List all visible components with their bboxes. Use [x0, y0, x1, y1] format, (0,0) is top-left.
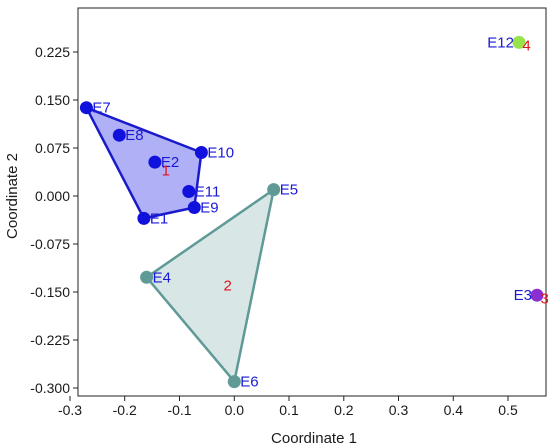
y-axis-label: Coordinate 2: [4, 153, 21, 239]
point-e9: [187, 201, 201, 214]
point-label-e7: E7: [92, 100, 110, 117]
point-label-e10: E10: [207, 145, 234, 162]
cluster-label-1: 1: [162, 162, 170, 179]
x-tick-label: 0.0: [225, 402, 245, 418]
point-e4: [140, 270, 154, 284]
point-labels: E1 E2 E3 E4 E5 E6 E7 E8 E9 E10 E11 E12: [92, 34, 532, 390]
point-label-e9: E9: [200, 200, 218, 217]
point-label-e3: E3: [514, 287, 532, 304]
x-tick-label: 0.2: [334, 402, 354, 418]
x-axis-ticks: -0.3 -0.2 -0.1 0.0 0.1 0.2 0.3 0.4 0.5: [58, 396, 518, 418]
point-e11: [182, 185, 196, 198]
x-tick-label: -0.3: [58, 402, 82, 418]
y-tick-label: 0.075: [35, 140, 70, 156]
y-tick-label: -0.150: [30, 284, 70, 300]
point-label-e4: E4: [153, 269, 171, 286]
y-axis-ticks: 0.225 0.150 0.075 0.000 -0.075 -0.150 -0.225 -0…: [30, 44, 78, 396]
cluster-label-4: 4: [522, 38, 530, 55]
x-tick-label: -0.2: [113, 402, 137, 418]
data-points: [79, 35, 544, 389]
point-e6: [227, 375, 241, 389]
y-tick-label: 0.225: [35, 44, 70, 60]
point-label-e11: E11: [195, 184, 221, 201]
point-label-e2: E2: [161, 154, 179, 171]
cluster-label-2: 2: [224, 278, 232, 295]
y-tick-label: -0.225: [30, 332, 70, 348]
y-tick-label: -0.075: [30, 236, 70, 252]
point-e12: [512, 35, 526, 49]
y-tick-label: 0.150: [35, 92, 70, 108]
point-e8: [112, 128, 126, 142]
point-e5: [267, 183, 281, 197]
cluster-labels: 1 2 3 4: [162, 38, 549, 308]
x-tick-label: 0.3: [389, 402, 409, 418]
x-tick-label: 0.4: [444, 402, 464, 418]
point-e1: [137, 211, 151, 225]
x-axis-label: Coordinate 1: [271, 430, 357, 447]
point-e3: [530, 288, 544, 302]
point-label-e1: E1: [150, 210, 168, 227]
point-label-e6: E6: [240, 374, 258, 391]
point-e7: [79, 101, 93, 115]
point-label-e5: E5: [280, 182, 298, 199]
x-tick-label: 0.5: [498, 402, 518, 418]
point-label-e8: E8: [125, 127, 143, 144]
cluster-label-3: 3: [541, 290, 549, 307]
cluster-2-hull: [145, 188, 275, 383]
y-tick-label: -0.300: [30, 380, 70, 396]
point-e10: [194, 146, 208, 159]
point-label-e12: E12: [487, 34, 514, 51]
x-tick-label: 0.1: [279, 402, 299, 418]
y-tick-label: 0.000: [35, 188, 70, 204]
point-e2: [148, 155, 162, 169]
x-tick-label: -0.1: [167, 402, 191, 418]
